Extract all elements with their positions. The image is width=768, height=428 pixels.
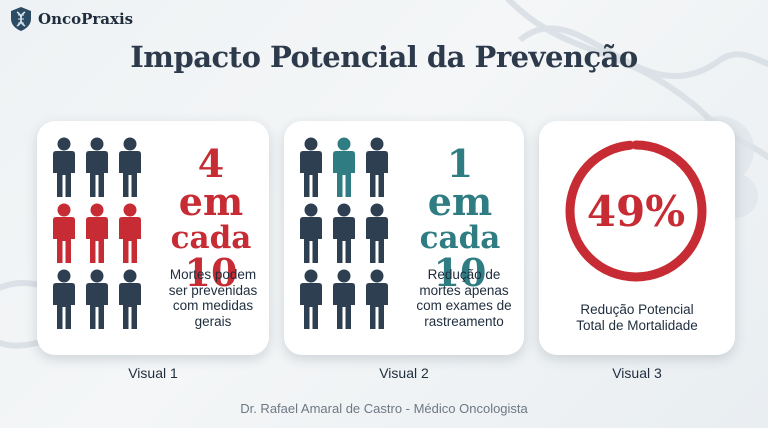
description-line: Total de Mortalidade: [576, 317, 698, 333]
person-icon: [333, 269, 355, 329]
visual-1-card: 4 em cada 10 Mortes podem ser prevenidas…: [37, 121, 269, 355]
person-icon: [333, 203, 355, 263]
dna-shield-icon: [11, 7, 31, 31]
stat-number: 4 em cada 10: [161, 145, 261, 292]
person-icon: [300, 137, 322, 197]
description-line: com exames de: [416, 298, 512, 313]
person-icon: [86, 137, 108, 197]
stat-description: Redução Potencial Total de Mortalidade: [549, 302, 725, 333]
stat-line-2: cada: [419, 220, 501, 256]
description-line: ser prevenidas: [168, 282, 258, 298]
person-icon: [53, 269, 75, 329]
person-icon: [300, 269, 322, 329]
stat-line-1: 1 em: [427, 141, 493, 224]
description-line: Mortes podem: [169, 267, 257, 282]
visual-1-label: Visual 1: [128, 365, 178, 381]
people-grid: [53, 137, 141, 329]
description-line: mortes apenas: [419, 282, 509, 298]
people-grid: [300, 137, 388, 329]
progress-ring-arc: [565, 140, 707, 282]
stat-description: Redução de mortes apenas com exames de r…: [406, 267, 522, 329]
description-line: gerais: [194, 313, 232, 329]
footer-credit: Dr. Rafael Amaral de Castro - Médico Onc…: [240, 401, 528, 416]
stat-value: 49%: [586, 186, 686, 236]
visual-2-label: Visual 2: [379, 365, 429, 381]
description-line: Redução de: [427, 267, 501, 282]
person-icon: [366, 137, 388, 197]
brand-name: OncoPraxis: [38, 10, 134, 28]
person-icon: [53, 137, 75, 197]
person-icon: [300, 203, 322, 263]
stat-line-1: 4 em: [178, 141, 244, 224]
person-icon: [119, 203, 141, 263]
person-icon: [333, 137, 355, 197]
person-icon: [119, 137, 141, 197]
visual-3-label: Visual 3: [612, 365, 662, 381]
visual-3-card: 49% Redução Potencial Total de Mortalida…: [539, 121, 735, 355]
person-icon: [366, 203, 388, 263]
person-icon: [119, 269, 141, 329]
person-icon: [53, 203, 75, 263]
person-icon: [86, 269, 108, 329]
description-line: com medidas: [172, 298, 254, 313]
brand-logo: OncoPraxis: [10, 6, 133, 32]
person-icon: [86, 203, 108, 263]
description-line: rastreamento: [424, 313, 504, 329]
stat-number: 1 em cada 10: [410, 145, 510, 292]
person-icon: [366, 269, 388, 329]
stat-description: Mortes podem ser prevenidas com medidas …: [155, 267, 271, 329]
visual-2-card: 1 em cada 10 Redução de mortes apenas co…: [284, 121, 524, 355]
progress-ring: [565, 140, 707, 282]
page-title: Impacto Potencial da Prevenção: [130, 40, 638, 74]
stat-line-3: 10: [184, 250, 238, 295]
description-line: Redução Potencial: [580, 302, 694, 317]
stat-line-3: 10: [433, 250, 487, 295]
stat-line-2: cada: [170, 220, 252, 256]
